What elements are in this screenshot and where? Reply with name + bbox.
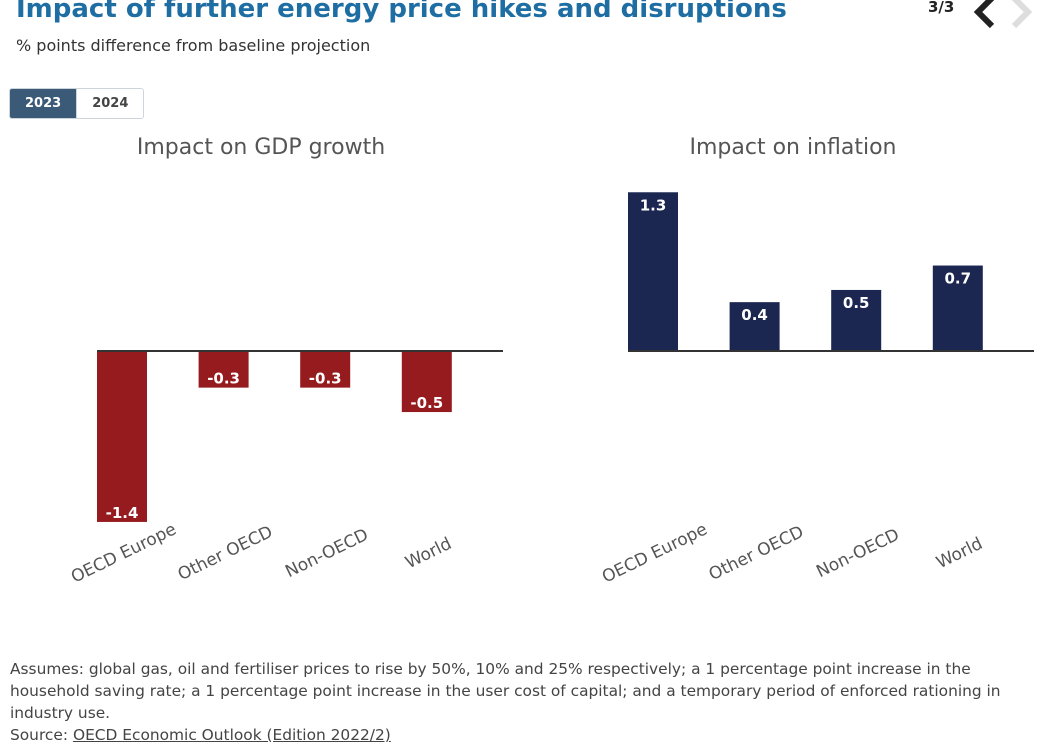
chevron-left-icon[interactable] (970, 0, 1000, 30)
inflation-category-label: Non-OECD (813, 525, 902, 582)
source-line: Source: OECD Economic Outlook (Edition 2… (10, 724, 1050, 746)
gdp-category-label: OECD Europe (68, 519, 179, 587)
page-indicator: 3/3 (928, 0, 955, 16)
gdp-bar-3[interactable] (300, 351, 351, 388)
inflation-bar-4[interactable] (932, 265, 983, 351)
tab-2023[interactable]: 2023 (10, 89, 77, 118)
inflation-chart-title: Impact on inflation (689, 135, 896, 160)
inflation-category-label: World (933, 534, 986, 573)
gdp-bar-1[interactable] (97, 351, 147, 522)
year-tabs: 2023 2024 (9, 88, 145, 119)
inflation-category-label: Other OECD (706, 522, 807, 585)
chevron-right-icon[interactable] (1006, 0, 1036, 30)
inflation-bar-2[interactable] (729, 302, 780, 351)
inflation-data-label: 1.3 (640, 196, 667, 214)
gdp-category-label: World (402, 534, 455, 573)
inflation-category-label: OECD Europe (599, 519, 710, 587)
tab-2024[interactable]: 2024 (76, 89, 144, 118)
gdp-data-label: -1.4 (106, 504, 139, 522)
source-link[interactable]: OECD Economic Outlook (Edition 2022/2) (72, 726, 391, 744)
chart-subtitle: % points difference from baseline projec… (16, 36, 371, 55)
inflation-bar-3[interactable] (831, 289, 882, 351)
inflation-data-label: 0.5 (843, 294, 870, 312)
chart-title: Impact of further energy price hikes and… (16, 0, 787, 24)
inflation-data-label: 0.7 (945, 270, 972, 288)
source-label: Source: (10, 726, 69, 744)
gdp-data-label: -0.5 (410, 394, 443, 412)
gdp-data-label: -0.3 (207, 370, 240, 388)
gdp-bar-4[interactable] (401, 351, 452, 413)
inflation-bar-1[interactable] (628, 192, 678, 351)
inflation-data-label: 0.4 (741, 306, 768, 324)
gdp-data-label: -0.3 (309, 370, 342, 388)
gdp-category-label: Other OECD (175, 522, 276, 585)
gdp-category-label: Non-OECD (282, 525, 371, 582)
gdp-chart-title: Impact on GDP growth (137, 135, 385, 160)
gdp-bar-2[interactable] (198, 351, 249, 388)
assumptions-note: Assumes: global gas, oil and fertiliser … (10, 660, 1001, 722)
footnote: Assumes: global gas, oil and fertiliser … (10, 658, 1050, 746)
